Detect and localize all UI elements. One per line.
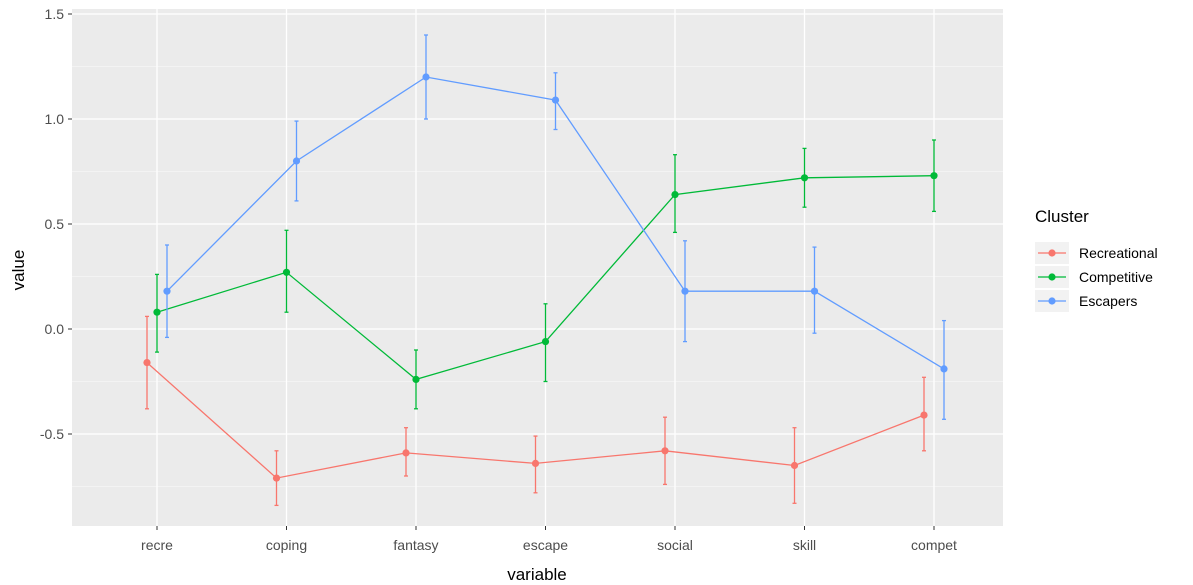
data-point <box>661 447 669 455</box>
x-tick-label: social <box>657 537 693 553</box>
data-point <box>412 375 420 383</box>
data-point <box>671 191 679 199</box>
data-point <box>531 459 540 467</box>
legend-key-point <box>1048 249 1056 257</box>
series-escapers <box>163 34 948 420</box>
legend-label: Recreational <box>1079 245 1158 261</box>
x-axis: recre coping fantasy escape social skill compe… <box>141 526 957 553</box>
x-tick-label: compet <box>911 537 957 553</box>
x-tick-label: fantasy <box>393 537 438 553</box>
legend-title: Cluster <box>1035 207 1089 226</box>
x-tick-label: recre <box>141 537 173 553</box>
data-point <box>282 268 291 276</box>
plot-panel <box>72 9 1003 526</box>
data-point <box>163 287 171 295</box>
data-point <box>790 461 799 470</box>
data-point <box>402 449 410 457</box>
grid-minor <box>72 66 1003 487</box>
legend-label: Escapers <box>1079 293 1137 309</box>
data-point <box>272 474 281 482</box>
series-competitive <box>153 139 938 410</box>
data-point <box>422 73 430 81</box>
legend-key-point <box>1048 273 1056 281</box>
data-point <box>292 157 301 165</box>
data-point <box>940 365 948 373</box>
series-layer <box>143 34 948 507</box>
legend-key-point <box>1048 297 1056 305</box>
y-axis: -0.5 0.0 0.5 1.0 1.5 <box>40 6 72 442</box>
legend-label: Competitive <box>1079 269 1153 285</box>
y-tick-label: 1.0 <box>45 111 65 127</box>
data-point <box>920 411 928 419</box>
data-point <box>153 308 161 316</box>
y-tick-label: 1.5 <box>45 6 65 22</box>
data-point <box>681 287 689 295</box>
data-point <box>800 174 809 182</box>
x-tick-label: skill <box>793 537 816 553</box>
y-tick-label: 0.0 <box>45 321 65 337</box>
x-tick-label: escape <box>523 537 568 553</box>
data-point <box>551 96 560 104</box>
y-axis-title: value <box>9 250 28 291</box>
data-point <box>930 172 938 180</box>
y-tick-label: 0.5 <box>45 216 65 232</box>
series-recreational <box>143 315 928 507</box>
x-tick-label: coping <box>266 537 307 553</box>
data-point <box>541 338 550 346</box>
x-axis-title: variable <box>507 565 567 584</box>
data-point <box>810 287 819 295</box>
legend: Cluster Recreational Competitive Escapers <box>1035 207 1158 312</box>
data-point <box>143 359 151 367</box>
y-tick-label: -0.5 <box>40 426 64 442</box>
legend-items: Recreational Competitive Escapers <box>1035 242 1158 312</box>
